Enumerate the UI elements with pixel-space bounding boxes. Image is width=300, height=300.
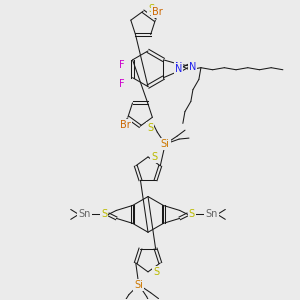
- Text: S: S: [148, 4, 154, 14]
- Text: N: N: [175, 62, 182, 72]
- Text: F: F: [119, 60, 124, 70]
- Text: Br: Br: [152, 7, 163, 17]
- Text: S: S: [151, 152, 157, 162]
- Text: S: S: [153, 267, 159, 277]
- Text: S: S: [188, 209, 195, 219]
- Text: Sn: Sn: [205, 209, 218, 219]
- Text: N: N: [188, 62, 196, 72]
- Text: S: S: [147, 123, 153, 133]
- Text: Br: Br: [121, 120, 131, 130]
- Text: S: S: [101, 209, 107, 219]
- Text: N: N: [175, 64, 182, 74]
- Text: Si: Si: [161, 139, 170, 149]
- Text: Si: Si: [134, 280, 143, 290]
- Text: F: F: [119, 79, 124, 89]
- Text: Sn: Sn: [78, 209, 91, 219]
